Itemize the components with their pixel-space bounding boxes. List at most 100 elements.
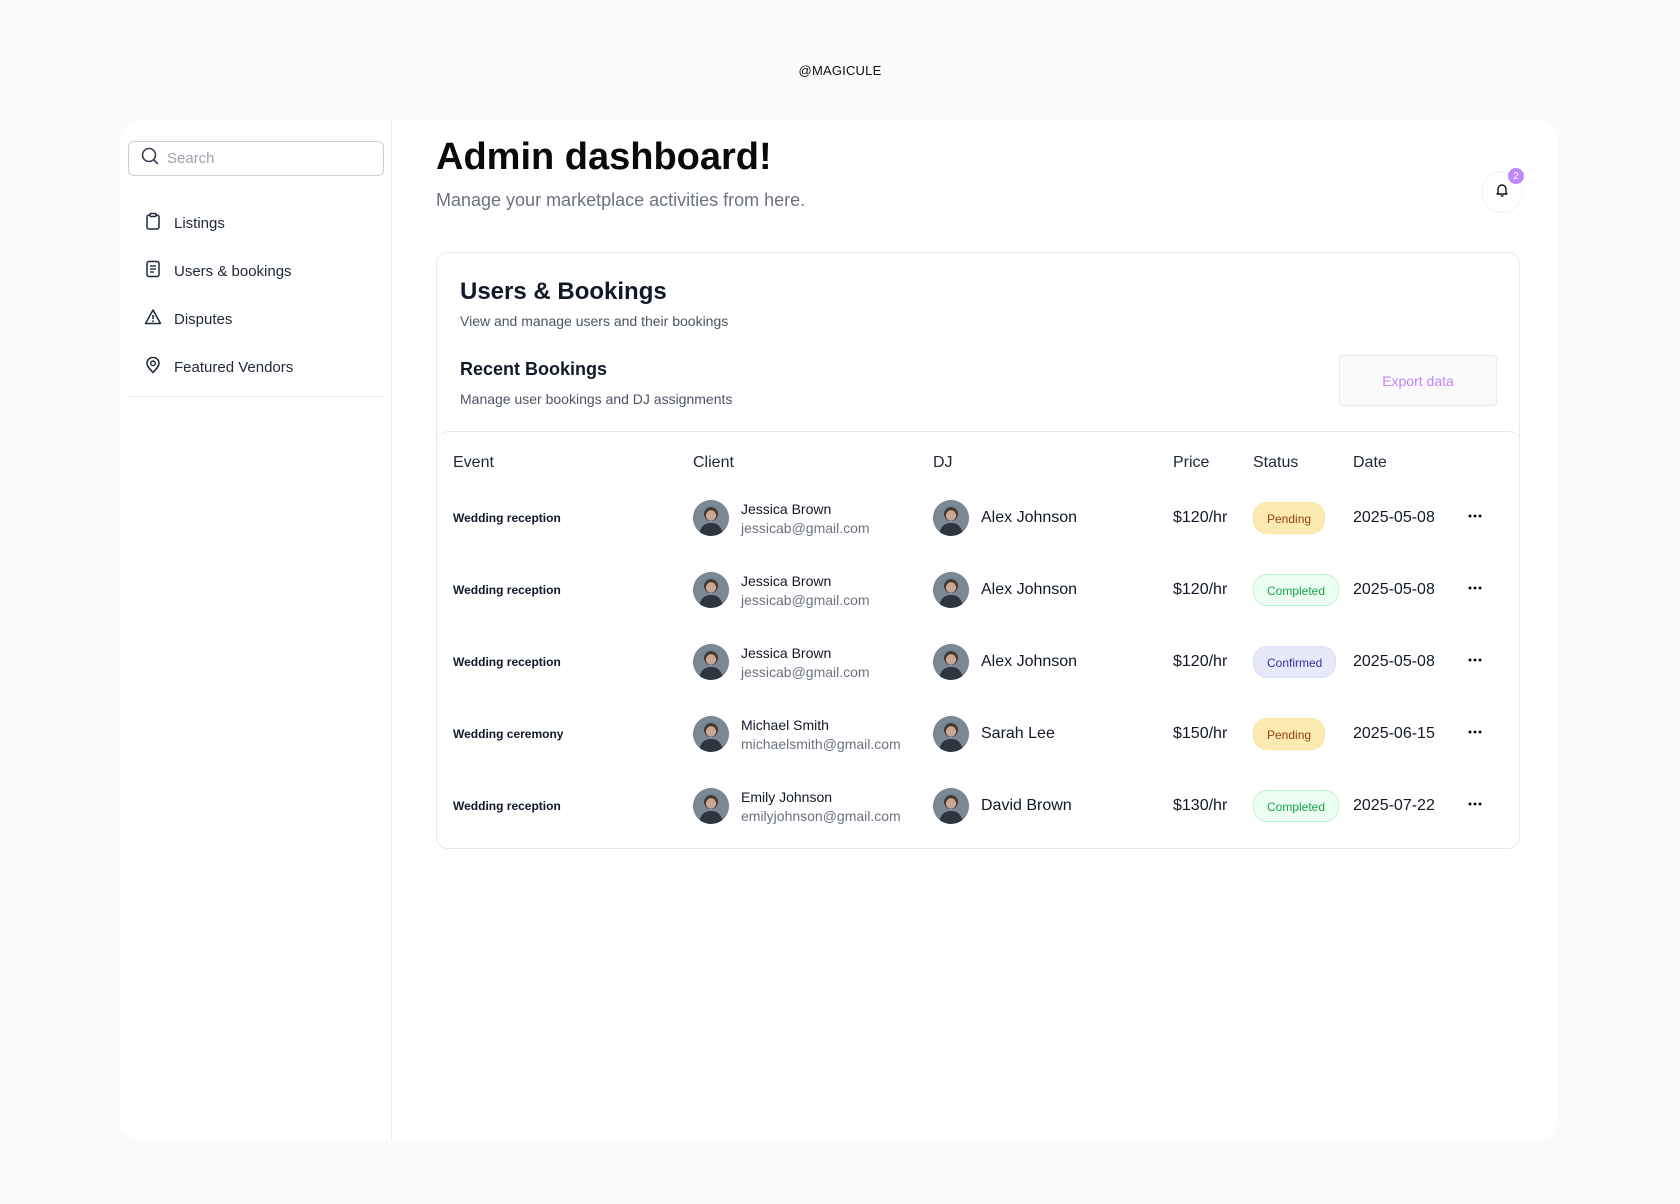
table-header: Event Client DJ Price Status Date <box>437 450 1519 480</box>
column-header-status[interactable]: Status <box>1253 454 1299 471</box>
date-cell: 2025-05-08 <box>1353 509 1435 526</box>
bell-icon <box>1494 182 1510 203</box>
client-email: jessicab@gmail.com <box>741 663 870 680</box>
event-cell: Wedding reception <box>453 655 561 669</box>
event-cell: Wedding reception <box>453 799 561 813</box>
sidebar-item-label: Listings <box>174 214 225 232</box>
dj-name: Sarah Lee <box>981 725 1055 742</box>
table-row[interactable]: Wedding reception Jessica Brown jessicab… <box>437 626 1519 698</box>
main-content: Admin dashboard! Manage your marketplace… <box>392 120 1558 1141</box>
section-title: Recent Bookings <box>460 359 608 379</box>
client-cell: Jessica Brown jessicab@gmail.com <box>693 482 870 554</box>
row-actions-button[interactable] <box>1467 698 1483 770</box>
column-header-dj[interactable]: DJ <box>933 454 953 471</box>
avatar <box>693 500 729 536</box>
table-row[interactable]: Wedding reception Jessica Brown jessicab… <box>437 482 1519 554</box>
status-badge: Completed <box>1253 790 1340 822</box>
client-email: jessicab@gmail.com <box>741 519 870 536</box>
client-cell: Michael Smith michaelsmith@gmail.com <box>693 698 901 770</box>
status-badge: Pending <box>1253 718 1326 750</box>
event-cell: Wedding ceremony <box>453 727 564 741</box>
search-box[interactable] <box>128 141 384 176</box>
users-bookings-card: Users & Bookings View and manage users a… <box>436 252 1520 849</box>
clipboard-icon <box>144 212 162 234</box>
date-cell: 2025-05-08 <box>1353 581 1435 598</box>
search-input[interactable] <box>167 150 367 167</box>
section-subtitle: Manage user bookings and DJ assignments <box>460 391 733 407</box>
avatar <box>693 788 729 824</box>
avatar <box>933 716 969 752</box>
table-row[interactable]: Wedding reception Emily Johnson emilyjoh… <box>437 770 1519 842</box>
dj-cell: David Brown <box>933 770 1072 842</box>
more-horizontal-icon <box>1467 652 1483 673</box>
dj-name: David Brown <box>981 797 1072 814</box>
row-actions-button[interactable] <box>1467 554 1483 626</box>
event-cell: Wedding reception <box>453 583 561 597</box>
status-cell: Completed <box>1253 770 1340 842</box>
column-header-price[interactable]: Price <box>1173 454 1210 471</box>
search-icon <box>141 147 159 170</box>
sidebar-item-listings[interactable]: Listings <box>136 199 384 247</box>
avatar <box>933 644 969 680</box>
column-header-client[interactable]: Client <box>693 454 734 471</box>
dj-name: Alex Johnson <box>981 581 1078 598</box>
status-badge: Confirmed <box>1253 646 1337 678</box>
sidebar-item-users-bookings[interactable]: Users & bookings <box>136 247 384 295</box>
sidebar-nav: Listings Users & bookings Disputes Featu… <box>136 199 384 391</box>
avatar <box>933 572 969 608</box>
price-cell: $130/hr <box>1173 797 1228 814</box>
client-name: Jessica Brown <box>741 572 832 589</box>
app-window: Listings Users & bookings Disputes Featu… <box>120 120 1558 1141</box>
sidebar-item-featured-vendors[interactable]: Featured Vendors <box>136 343 384 391</box>
client-email: emilyjohnson@gmail.com <box>741 807 901 824</box>
price-cell: $120/hr <box>1173 653 1228 670</box>
bookings-table: Event Client DJ Price Status Date Weddin… <box>437 431 1519 848</box>
avatar <box>693 716 729 752</box>
status-cell: Completed <box>1253 554 1340 626</box>
document-list-icon <box>144 260 162 282</box>
notification-count-badge: 2 <box>1508 168 1524 184</box>
event-cell: Wedding reception <box>453 511 561 525</box>
client-cell: Jessica Brown jessicab@gmail.com <box>693 554 870 626</box>
sidebar-item-disputes[interactable]: Disputes <box>136 295 384 343</box>
warning-triangle-icon <box>144 308 162 330</box>
more-horizontal-icon <box>1467 796 1483 817</box>
card-title: Users & Bookings <box>460 278 667 305</box>
dj-name: Alex Johnson <box>981 653 1078 670</box>
price-cell: $120/hr <box>1173 581 1228 598</box>
date-cell: 2025-06-15 <box>1353 725 1435 742</box>
price-cell: $120/hr <box>1173 509 1228 526</box>
badge-pin-icon <box>144 356 162 378</box>
client-name: Jessica Brown <box>741 644 832 661</box>
table-row[interactable]: Wedding ceremony Michael Smith michaelsm… <box>437 698 1519 770</box>
table-row[interactable]: Wedding reception Jessica Brown jessicab… <box>437 554 1519 626</box>
export-data-button[interactable]: Export data <box>1339 355 1497 406</box>
row-actions-button[interactable] <box>1467 626 1483 698</box>
avatar <box>693 644 729 680</box>
sidebar: Listings Users & bookings Disputes Featu… <box>120 120 392 1141</box>
row-actions-button[interactable] <box>1467 770 1483 842</box>
column-header-date[interactable]: Date <box>1353 454 1387 471</box>
avatar <box>933 788 969 824</box>
client-cell: Emily Johnson emilyjohnson@gmail.com <box>693 770 901 842</box>
card-subtitle: View and manage users and their bookings <box>460 313 729 329</box>
price-cell: $150/hr <box>1173 725 1228 742</box>
client-name: Emily Johnson <box>741 788 833 805</box>
dj-name: Alex Johnson <box>981 509 1078 526</box>
column-header-event[interactable]: Event <box>453 454 494 471</box>
sidebar-item-label: Featured Vendors <box>174 358 294 376</box>
notifications-button[interactable]: 2 <box>1482 168 1524 212</box>
sidebar-item-label: Users & bookings <box>174 262 292 280</box>
dj-cell: Alex Johnson <box>933 554 1077 626</box>
more-horizontal-icon <box>1467 580 1483 601</box>
avatar <box>693 572 729 608</box>
dj-cell: Alex Johnson <box>933 482 1077 554</box>
row-actions-button[interactable] <box>1467 482 1483 554</box>
date-cell: 2025-05-08 <box>1353 653 1435 670</box>
status-badge: Completed <box>1253 574 1340 606</box>
sidebar-divider <box>128 396 384 397</box>
client-email: michaelsmith@gmail.com <box>741 735 901 752</box>
sidebar-item-label: Disputes <box>174 310 233 328</box>
more-horizontal-icon <box>1467 724 1483 745</box>
dj-cell: Sarah Lee <box>933 698 1055 770</box>
